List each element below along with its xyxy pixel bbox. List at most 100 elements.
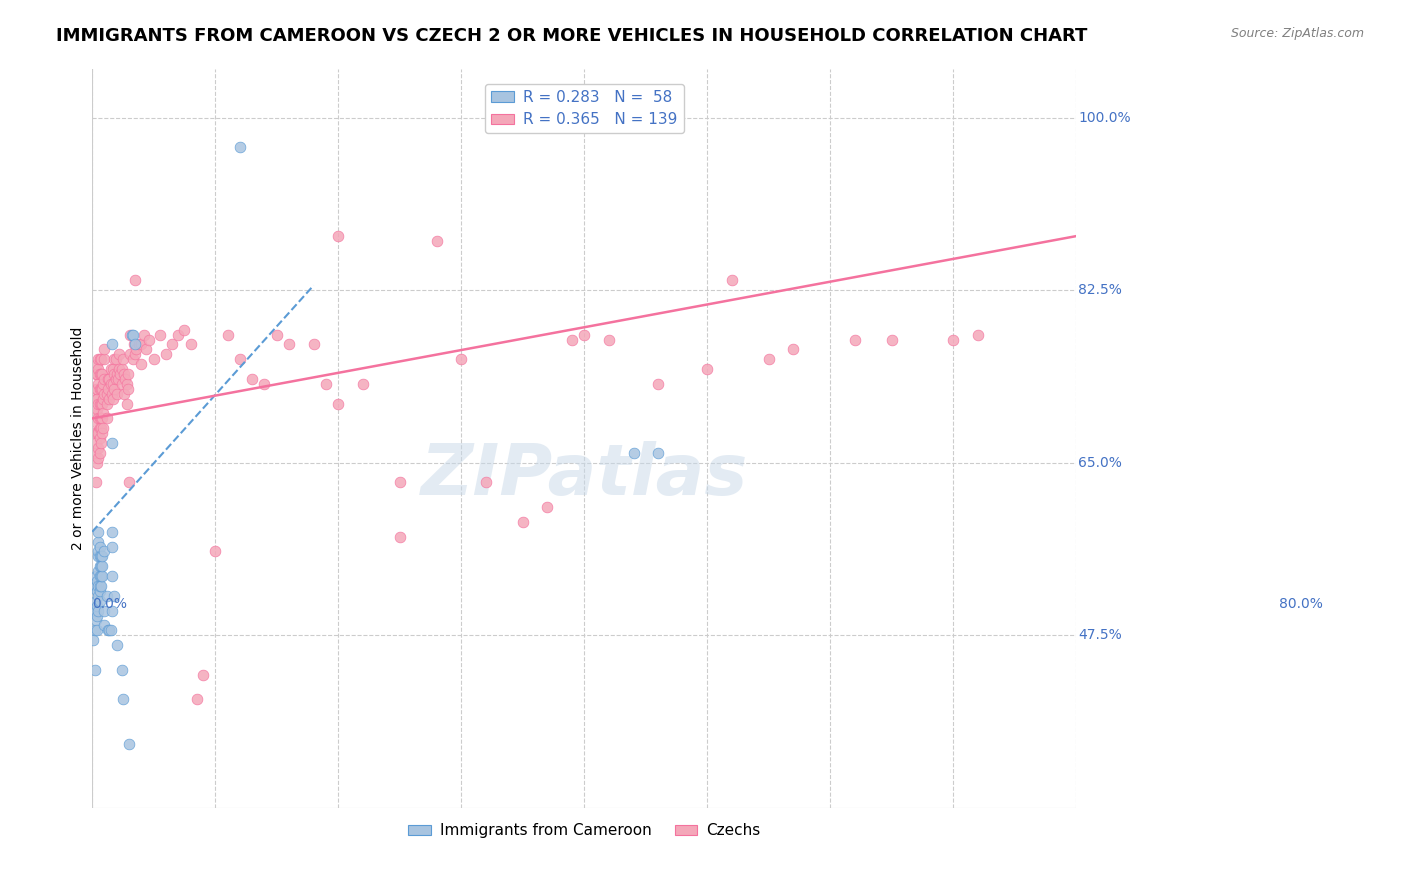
Point (111, 352, 134, 367)
Point (89, 594, 111, 608)
Point (100, 362, 122, 376)
Point (111, 692, 134, 706)
Point (101, 386, 124, 401)
Point (90, 411, 112, 425)
Point (104, 372, 127, 386)
Point (696, 362, 718, 376)
Point (186, 692, 208, 706)
Point (124, 347, 146, 361)
Point (83, 446, 105, 460)
Point (86, 599, 108, 613)
Point (86, 624, 108, 638)
Point (105, 386, 128, 401)
Point (87, 397, 110, 411)
Point (880, 333, 903, 347)
Point (90, 421, 112, 435)
Point (90, 382, 112, 396)
Point (86, 608, 108, 623)
Point (90, 436, 112, 450)
Point (124, 337, 146, 351)
Point (87, 564, 110, 578)
Point (86, 456, 108, 470)
Point (100, 376, 122, 391)
Point (101, 376, 124, 391)
Point (87, 534, 110, 549)
Point (87, 579, 110, 593)
Point (121, 327, 143, 342)
Point (450, 352, 472, 367)
Point (83, 604, 105, 618)
Point (89, 367, 111, 381)
Text: 47.5%: 47.5% (1078, 628, 1122, 642)
Point (89, 382, 111, 396)
Point (87, 376, 110, 391)
Point (86, 382, 108, 396)
Point (98, 624, 121, 638)
Point (103, 367, 125, 381)
Point (96, 386, 118, 401)
Point (101, 362, 124, 376)
Point (229, 140, 252, 154)
Point (101, 540, 124, 554)
Point (91, 376, 114, 391)
Point (328, 397, 350, 411)
Point (101, 524, 124, 539)
Point (84, 579, 107, 593)
Point (84, 594, 107, 608)
Point (561, 333, 583, 347)
Point (84, 392, 107, 406)
Point (91, 421, 114, 435)
Point (93, 604, 115, 618)
Point (89, 583, 111, 598)
Point (91, 382, 114, 396)
Point (475, 475, 498, 490)
Point (536, 500, 558, 515)
Point (89, 411, 111, 425)
Point (89, 579, 111, 593)
Point (131, 337, 153, 351)
Point (217, 327, 239, 342)
Point (117, 367, 139, 381)
Point (87, 362, 110, 376)
Point (111, 376, 134, 391)
Point (101, 337, 124, 351)
Point (101, 436, 124, 450)
Point (93, 372, 115, 386)
Text: 0.0%: 0.0% (93, 597, 127, 611)
Point (97, 624, 120, 638)
Point (104, 352, 127, 367)
Point (87, 544, 110, 558)
Point (302, 337, 325, 351)
Point (97, 382, 120, 396)
Point (967, 327, 990, 342)
Point (91, 569, 114, 583)
Point (124, 273, 146, 287)
Point (118, 475, 141, 490)
Text: IMMIGRANTS FROM CAMEROON VS CZECH 2 OR MORE VEHICLES IN HOUSEHOLD CORRELATION CH: IMMIGRANTS FROM CAMEROON VS CZECH 2 OR M… (56, 27, 1088, 45)
Point (96, 589, 118, 603)
Point (352, 376, 374, 391)
Point (574, 327, 596, 342)
Point (623, 446, 645, 460)
Point (91, 559, 114, 574)
Point (647, 446, 669, 460)
Point (89, 446, 111, 460)
Point (84, 475, 107, 490)
Point (266, 327, 288, 342)
Point (122, 337, 145, 351)
Point (598, 333, 620, 347)
Point (253, 376, 276, 391)
Text: 80.0%: 80.0% (1278, 597, 1323, 611)
Point (111, 663, 134, 677)
Point (112, 367, 135, 381)
Point (90, 397, 112, 411)
Point (782, 343, 804, 357)
Point (108, 347, 131, 361)
Point (125, 343, 148, 357)
Point (83, 426, 105, 441)
Point (107, 372, 129, 386)
Point (87, 589, 110, 603)
Point (91, 411, 114, 425)
Point (103, 352, 125, 367)
Point (328, 229, 350, 244)
